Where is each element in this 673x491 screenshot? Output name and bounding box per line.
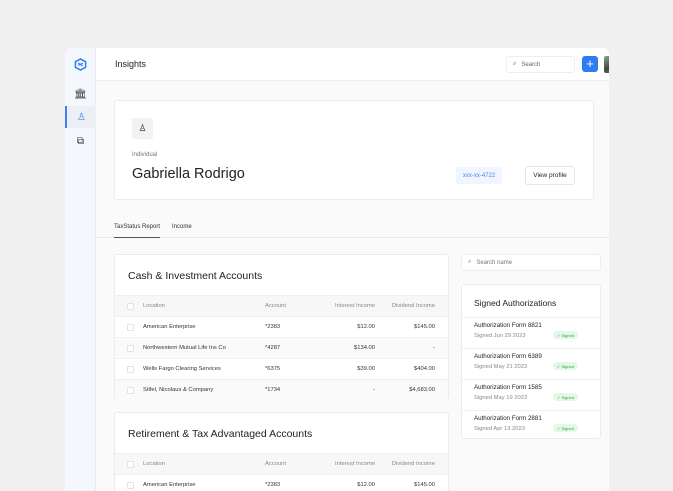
- table-row[interactable]: Wells Fargo Clearing Services *6375 $39.00…: [115, 358, 448, 379]
- bank-icon: 🏛︎: [74, 88, 87, 100]
- profile-card: ♙ Individual Gabriella Rodrigo xxx-xx-47…: [114, 100, 594, 200]
- cell: *4287: [265, 345, 281, 351]
- form-name: Authorization Form 2881: [474, 415, 542, 422]
- header: Insights ⌕ Search +: [96, 48, 609, 81]
- authorization-item[interactable]: Authorization Form 2881 Signed Apr 13 202…: [462, 410, 600, 441]
- copy-icon: ⧉: [76, 135, 85, 147]
- ssn-badge: xxx-xx-4722: [456, 167, 502, 184]
- authorization-item[interactable]: Authorization Form 8821 Signed Jun 29 202…: [462, 317, 600, 348]
- search-placeholder: Search: [521, 61, 541, 68]
- tab-bar: TaxStatus Report Income: [96, 220, 609, 238]
- retirement-accounts-card: Retirement & Tax Advantaged Accounts Loc…: [114, 412, 449, 491]
- cell: $404.00: [414, 366, 435, 372]
- cell: *2383: [265, 482, 281, 488]
- cell: $4,683.00: [409, 387, 435, 393]
- cell: $12.00: [357, 324, 375, 330]
- table-row[interactable]: Stifel, Nicolaus & Company *1734 - $4,683.0…: [115, 379, 448, 400]
- authorization-item[interactable]: Authorization Form 1585 Signed May 19 202…: [462, 379, 600, 410]
- status-badge: ✓ Signed: [553, 362, 578, 370]
- cell: $12.00: [357, 482, 375, 488]
- view-profile-button[interactable]: View profile: [525, 166, 575, 185]
- search-input[interactable]: ⌕ Search: [506, 56, 575, 73]
- cell: *1734: [265, 387, 281, 393]
- cell: $145.00: [414, 482, 435, 488]
- row-checkbox[interactable]: [127, 344, 134, 352]
- form-name: Authorization Form 6389: [474, 353, 542, 360]
- cell: Stifel, Nicolaus & Company: [143, 387, 214, 393]
- table-row[interactable]: American Enterprise *2383 $12.00 $145.00: [115, 474, 448, 491]
- select-all-checkbox[interactable]: [127, 302, 134, 310]
- status-badge: ✓ Signed: [553, 424, 578, 432]
- search-name-placeholder: Search name: [476, 259, 513, 266]
- logo-icon: [74, 58, 87, 71]
- col-location: Location: [143, 303, 165, 309]
- cell: -: [433, 345, 435, 351]
- cash-accounts-card: Cash & Investment Accounts Location Acco…: [114, 254, 449, 400]
- section-title: Signed Authorizations: [474, 298, 557, 308]
- row-checkbox[interactable]: [127, 365, 134, 373]
- cell: -: [373, 387, 375, 393]
- cell: Wells Fargo Clearing Services: [143, 366, 221, 372]
- col-account: Account: [265, 303, 286, 309]
- sidebar: 🏛︎ ♙ ⧉: [65, 48, 96, 491]
- signed-date: Signed May 19 2023: [474, 395, 528, 401]
- profile-type: Individual: [132, 152, 158, 158]
- row-checkbox[interactable]: [127, 323, 134, 331]
- signed-date: Signed Jun 29 2023: [474, 333, 526, 339]
- col-location: Location: [143, 461, 165, 467]
- search-icon: ⌕: [468, 259, 472, 265]
- cell: American Enterprise: [143, 324, 196, 330]
- add-button[interactable]: +: [582, 56, 598, 72]
- form-name: Authorization Form 1585: [474, 384, 542, 391]
- cell: *2383: [265, 324, 281, 330]
- tab-income[interactable]: Income: [172, 224, 192, 230]
- row-checkbox[interactable]: [127, 386, 134, 394]
- status-badge: ✓ Signed: [553, 393, 578, 401]
- app-window: 🏛︎ ♙ ⧉ Insights ⌕ Search + ♙ Individual G…: [65, 48, 609, 491]
- table-header: Location Account Interest Income Dividen…: [115, 453, 448, 474]
- cell: *6375: [265, 366, 281, 372]
- signed-date: Signed Apr 13 2023: [474, 426, 525, 432]
- col-interest: Interest Income: [335, 303, 375, 309]
- cell: $134.00: [354, 345, 375, 351]
- select-all-checkbox[interactable]: [127, 460, 134, 468]
- sidebar-item-individuals[interactable]: ♙: [65, 106, 96, 128]
- search-name-input[interactable]: ⌕ Search name: [461, 254, 601, 271]
- table-row[interactable]: American Enterprise *2383 $12.00 $145.00: [115, 316, 448, 337]
- section-title: Cash & Investment Accounts: [128, 270, 263, 282]
- form-name: Authorization Form 8821: [474, 322, 542, 329]
- row-checkbox[interactable]: [127, 481, 134, 489]
- profile-name: Gabriella Rodrigo: [132, 166, 245, 182]
- cell: $145.00: [414, 324, 435, 330]
- authorization-item[interactable]: Authorization Form 6389 Signed May 21 202…: [462, 348, 600, 379]
- col-account: Account: [265, 461, 286, 467]
- cell: $39.00: [357, 366, 375, 372]
- cell: American Enterprise: [143, 482, 196, 488]
- table-header: Location Account Interest Income Dividen…: [115, 295, 448, 316]
- col-interest: Interest Income: [335, 461, 375, 467]
- tab-taxstatus-report[interactable]: TaxStatus Report: [114, 224, 161, 238]
- col-dividend: Dividend Income: [391, 303, 435, 309]
- search-icon: ⌕: [513, 61, 517, 67]
- section-title: Retirement & Tax Advantaged Accounts: [128, 428, 313, 440]
- user-icon: ♙: [132, 118, 153, 139]
- status-badge: ✓ Signed: [553, 331, 578, 339]
- signed-date: Signed May 21 2023: [474, 364, 528, 370]
- page-title: Insights: [115, 59, 147, 69]
- sidebar-item-documents[interactable]: ⧉: [65, 130, 96, 152]
- cell: Northwestern Mutual Life Ins Co: [143, 345, 226, 351]
- avatar[interactable]: [604, 56, 609, 73]
- user-icon: ♙: [77, 111, 86, 123]
- col-dividend: Dividend Income: [391, 461, 435, 467]
- sidebar-item-institutions[interactable]: 🏛︎: [65, 83, 96, 105]
- table-row[interactable]: Northwestern Mutual Life Ins Co *4287 $134…: [115, 337, 448, 358]
- signed-authorizations-card: Signed Authorizations Authorization Form…: [461, 284, 601, 439]
